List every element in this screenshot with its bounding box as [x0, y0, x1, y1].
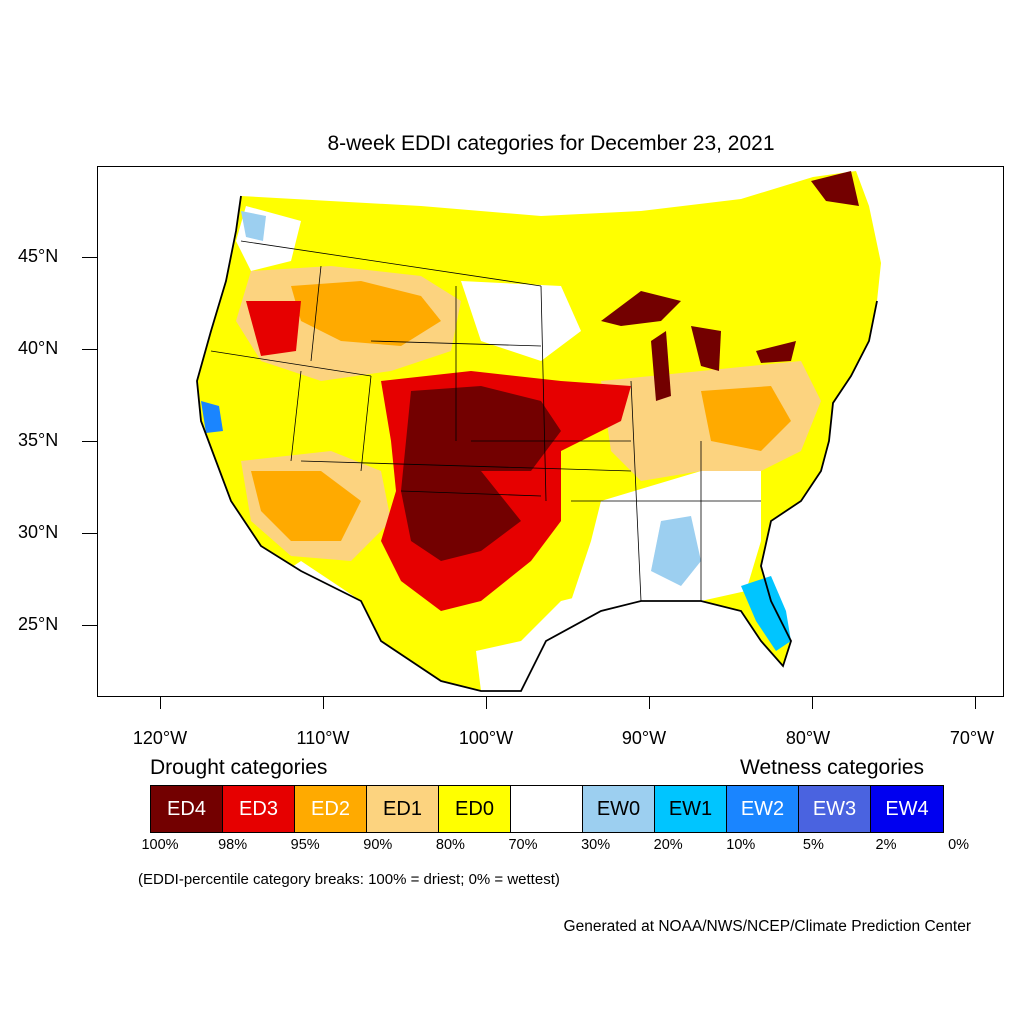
ed4-lake-ontario [756, 341, 796, 363]
percentile-break-label: 5% [802, 837, 824, 853]
legend-box-ew0: EW0 [583, 786, 655, 832]
lon-tick [975, 697, 976, 709]
lon-label-80: 80°W [785, 728, 831, 748]
lon-label-120: 120°W [132, 728, 188, 748]
legend-box-ew3: EW3 [799, 786, 871, 832]
ed4-canada-northeast [811, 171, 859, 206]
ew0-southeast [651, 516, 701, 586]
ed4-lake-michigan [651, 331, 671, 401]
white-texas-south [476, 591, 611, 691]
percentile-break-label: 90% [363, 837, 393, 853]
lat-label-40: 40°N [18, 338, 59, 358]
lat-tick [82, 257, 97, 258]
legend-box-ew1: EW1 [655, 786, 727, 832]
percentile-break-label: 70% [508, 837, 538, 853]
percentile-break-label: 98% [218, 837, 248, 853]
percentile-break-label: 10% [726, 837, 756, 853]
lon-label-90: 90°W [621, 728, 667, 748]
percentile-break-label: 100% [141, 837, 179, 853]
white-west [271, 561, 441, 686]
ed2-ohio-valley [701, 386, 791, 451]
lon-tick [486, 697, 487, 709]
drought-categories-heading: Drought categories [150, 756, 328, 779]
ew1-florida [741, 576, 791, 651]
legend-box-ed3: ED3 [223, 786, 295, 832]
lat-tick [82, 625, 97, 626]
percentile-break-label: 0% [948, 837, 970, 853]
ed3-northwest [246, 301, 301, 356]
lat-tick [82, 441, 97, 442]
map-title: 8-week EDDI categories for December 23, … [327, 132, 775, 155]
lon-tick [812, 697, 813, 709]
lon-label-110: 110°W [296, 728, 350, 748]
lon-tick [160, 697, 161, 709]
ed4-central [401, 386, 561, 561]
percentile-break-label: 20% [653, 837, 683, 853]
legend-box-ed2: ED2 [295, 786, 367, 832]
legend-box-ed0: ED0 [439, 786, 511, 832]
category-breaks-note: (EDDI-percentile category breaks: 100% =… [138, 871, 560, 888]
lon-label-70: 70°W [949, 728, 995, 748]
conus-outline [196, 195, 878, 692]
lat-label-45: 45°N [18, 246, 59, 266]
percentile-break-label: 2% [875, 837, 897, 853]
lat-label-30: 30°N [18, 522, 59, 542]
legend-box-ew4: EW4 [871, 786, 943, 832]
percentile-break-label: 95% [290, 837, 320, 853]
map-panel [97, 166, 1004, 697]
ed4-lake-huron [691, 326, 721, 371]
lat-tick [82, 533, 97, 534]
white-north-plains [461, 281, 581, 361]
legend-box-ed4: ED4 [151, 786, 223, 832]
lon-tick [649, 697, 650, 709]
lon-tick [323, 697, 324, 709]
ew2-california [201, 401, 223, 433]
lat-tick [82, 349, 97, 350]
credit-line: Generated at NOAA/NWS/NCEP/Climate Predi… [563, 918, 971, 935]
wetness-categories-heading: Wetness categories [740, 756, 925, 779]
lat-label-35: 35°N [18, 430, 59, 450]
ed2-southwest [251, 471, 361, 541]
legend-colorbar: ED4 ED3 ED2 ED1 ED0 EW0 EW1 EW2 EW3 EW4 [150, 785, 944, 833]
legend-box-ed1: ED1 [367, 786, 439, 832]
legend-box-neutral [511, 786, 583, 832]
lon-label-100: 100°W [458, 728, 514, 748]
ed2-northern-plains [291, 281, 441, 346]
lat-label-25: 25°N [18, 614, 59, 634]
percentile-break-label: 80% [435, 837, 465, 853]
ed4-lake-superior [601, 291, 681, 326]
legend-box-ew2: EW2 [727, 786, 799, 832]
percentile-break-label: 30% [581, 837, 611, 853]
ew0-pacific-nw [241, 211, 266, 241]
eddi-map [196, 171, 881, 692]
state-borders [210, 240, 761, 602]
